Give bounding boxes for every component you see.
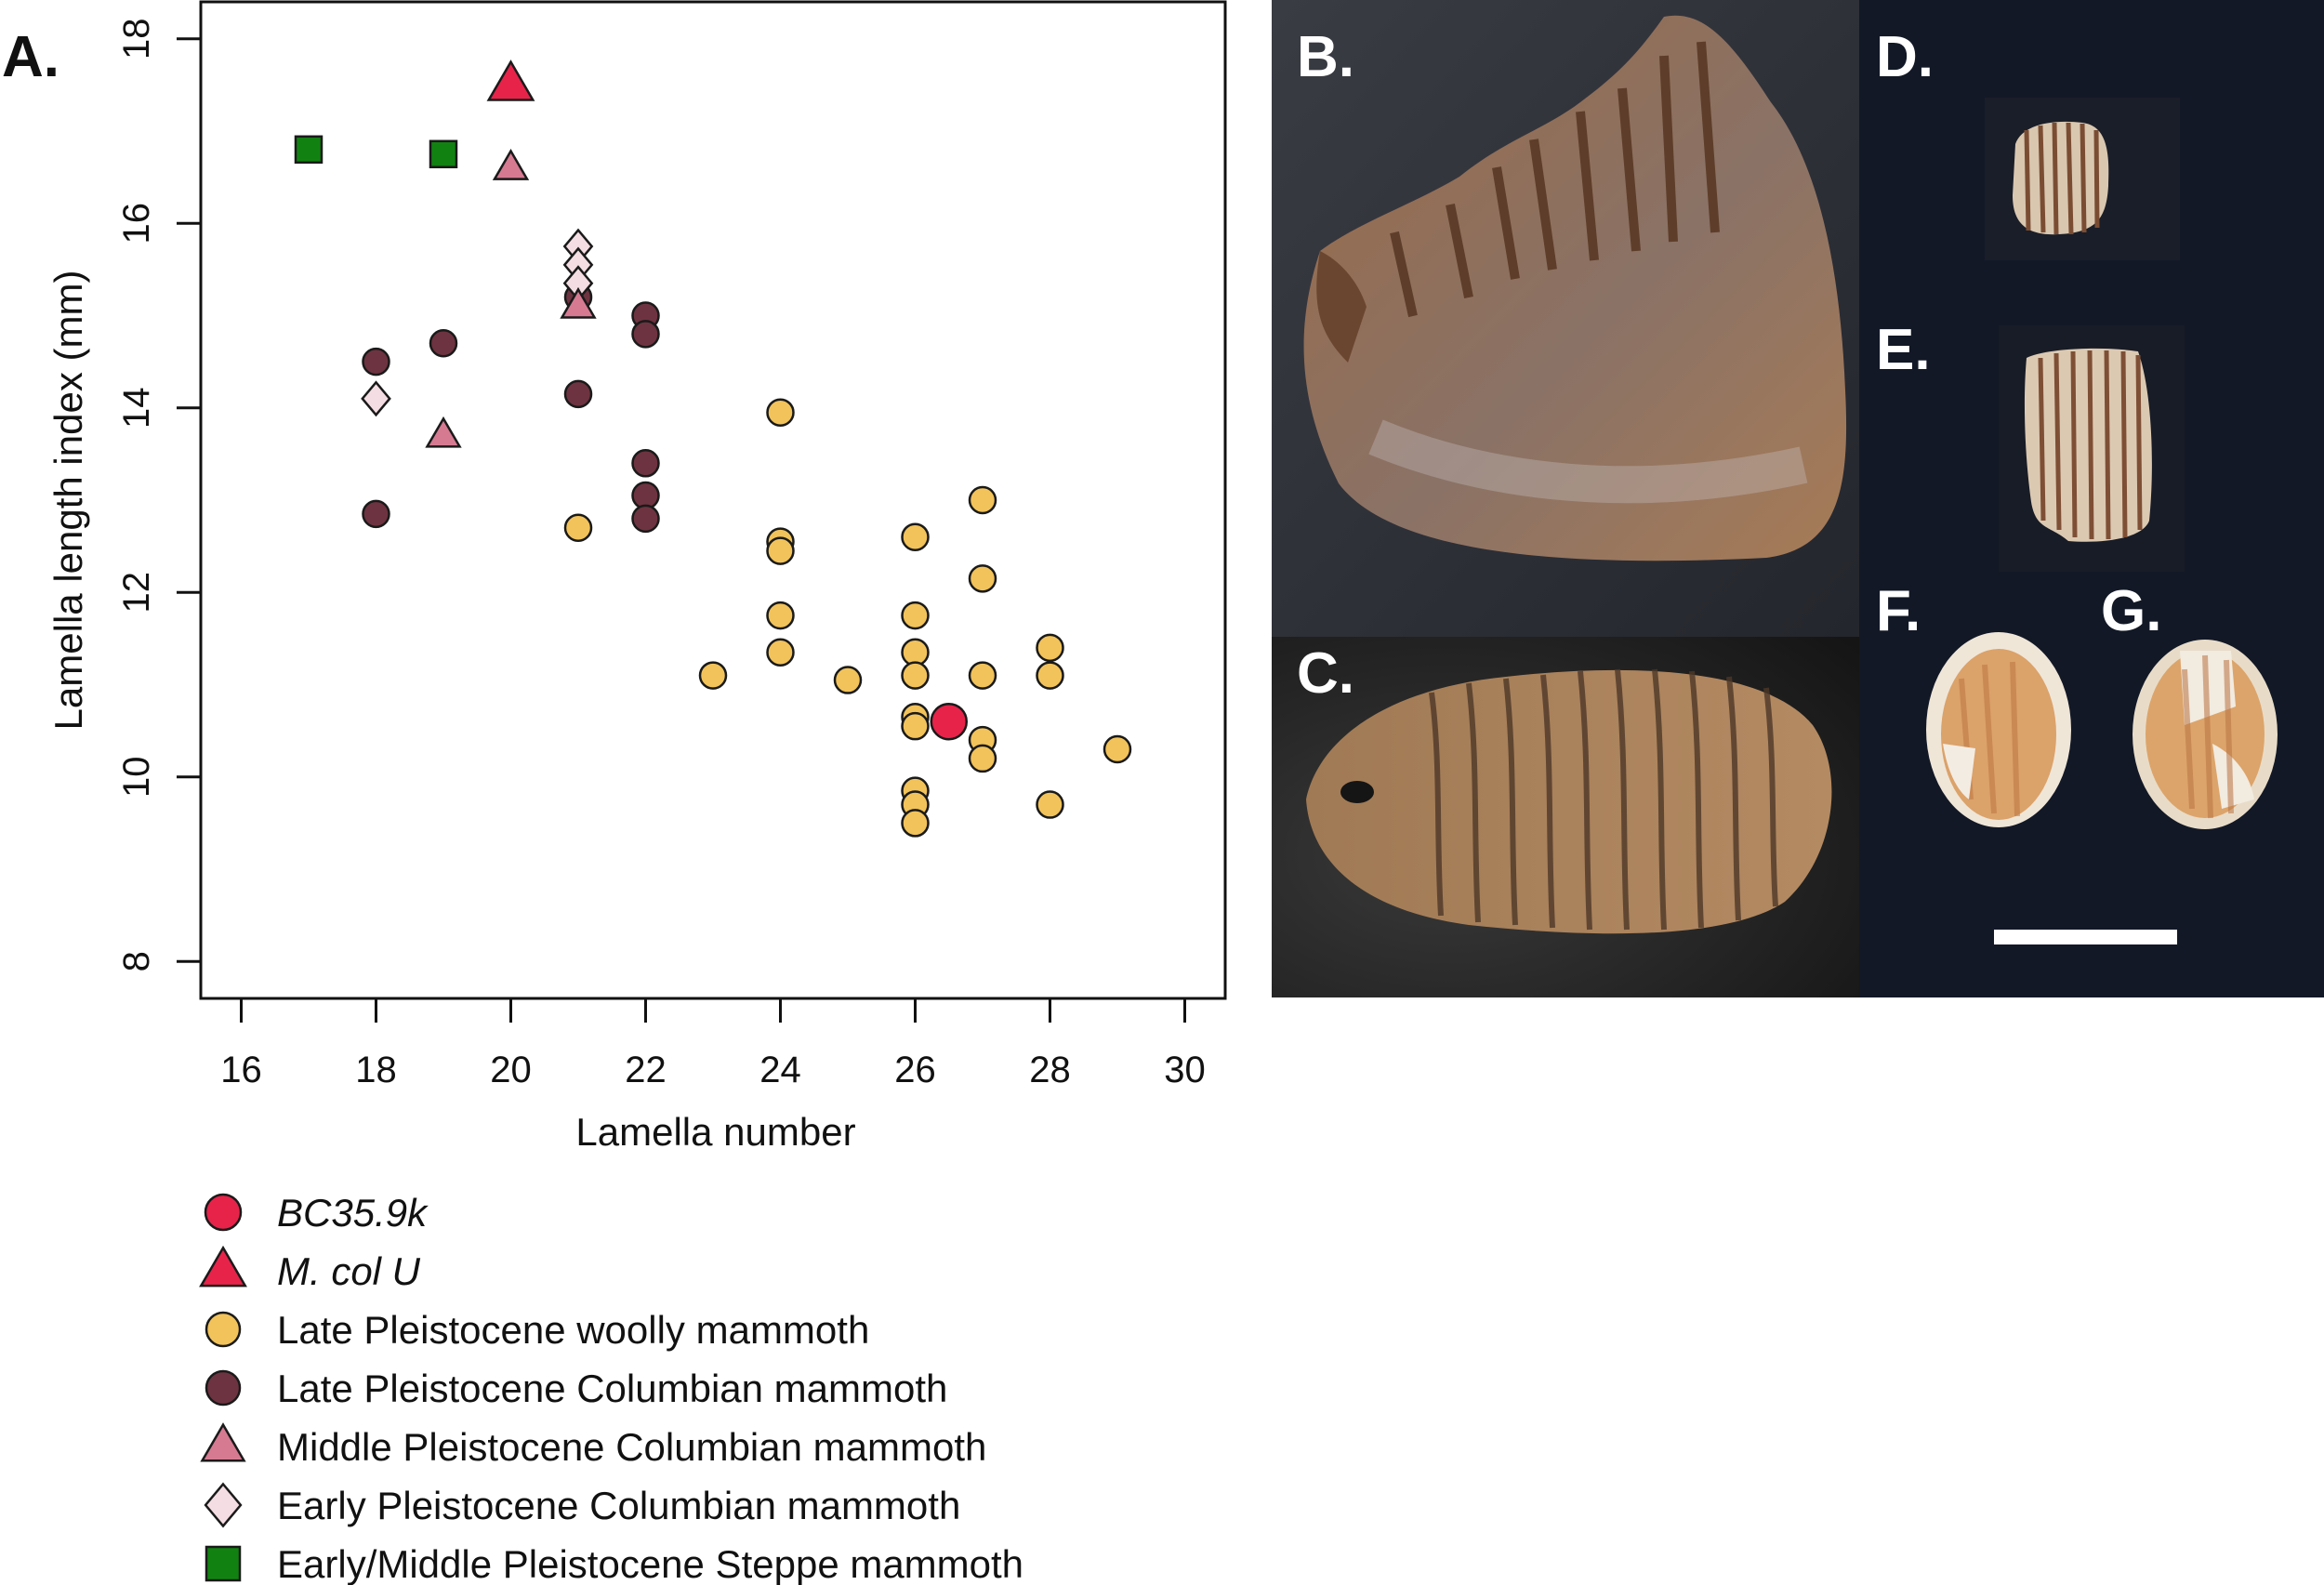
data-point bbox=[631, 320, 660, 349]
x-tick-label: 20 bbox=[490, 1050, 532, 1090]
y-tick-label: 14 bbox=[116, 387, 157, 429]
x-tick-label: 30 bbox=[1164, 1050, 1206, 1090]
y-tick-label: 8 bbox=[116, 951, 157, 971]
data-point bbox=[766, 398, 795, 427]
scatter-chart: 16 18 20 22 24 26 28 30 8 10 12 14 16 18 Lamella num… bbox=[2, 0, 1227, 1154]
data-point bbox=[1036, 661, 1064, 690]
data-point bbox=[361, 380, 391, 417]
legend-label: BC35.9k bbox=[277, 1191, 429, 1235]
data-point bbox=[766, 638, 795, 667]
data-point bbox=[631, 449, 660, 478]
data-point bbox=[560, 286, 597, 319]
legend-label: Early/Middle Pleistocene Steppe mammoth bbox=[277, 1542, 1023, 1585]
specimen-d bbox=[2013, 121, 2109, 235]
x-tick-label: 22 bbox=[625, 1050, 667, 1090]
data-point bbox=[766, 536, 795, 565]
photo-panel-c: C. bbox=[1272, 637, 1859, 997]
data-point bbox=[930, 702, 968, 741]
data-points bbox=[294, 59, 1132, 838]
legend-marker bbox=[204, 1482, 243, 1528]
data-point bbox=[901, 522, 930, 551]
legend-label: M. col U bbox=[277, 1249, 421, 1293]
data-point bbox=[631, 504, 660, 534]
data-point bbox=[968, 661, 997, 690]
data-point bbox=[425, 416, 462, 448]
x-tick-label: 26 bbox=[894, 1050, 936, 1090]
data-point bbox=[486, 59, 535, 101]
panel-label-d: D. bbox=[1876, 25, 1934, 89]
data-point bbox=[968, 744, 997, 773]
data-point bbox=[968, 485, 997, 515]
x-tick-label: 18 bbox=[355, 1050, 397, 1090]
data-point bbox=[766, 601, 795, 630]
data-point bbox=[362, 347, 390, 376]
specimen-e bbox=[2024, 348, 2152, 542]
data-point bbox=[968, 564, 997, 593]
data-point bbox=[563, 379, 593, 409]
legend-marker bbox=[205, 1545, 242, 1582]
specimen-g bbox=[2133, 640, 2278, 829]
legend-marker bbox=[199, 1245, 247, 1288]
data-point bbox=[429, 329, 458, 358]
data-point bbox=[563, 513, 593, 543]
data-point bbox=[362, 499, 390, 529]
x-tick-label: 16 bbox=[220, 1050, 262, 1090]
x-tick-label: 28 bbox=[1029, 1050, 1071, 1090]
data-point bbox=[833, 666, 863, 694]
data-point bbox=[294, 135, 324, 165]
specimen-f bbox=[1926, 632, 2071, 827]
data-point bbox=[1036, 633, 1064, 663]
x-axis-title: Lamella number bbox=[575, 1110, 855, 1154]
legend-marker bbox=[205, 1311, 242, 1348]
y-axis: 8 10 12 14 16 18 bbox=[116, 18, 201, 971]
legend: BC35.9k M. col U Late Pleistocene woolly m… bbox=[199, 1191, 1023, 1585]
panel-label-b: B. bbox=[1297, 25, 1354, 89]
legend-label: Middle Pleistocene Columbian mammoth bbox=[277, 1425, 986, 1469]
panel-label-f: F. bbox=[1876, 579, 1921, 643]
data-point bbox=[429, 139, 458, 169]
legend-marker bbox=[204, 1193, 243, 1232]
photo-panel-b: B. bbox=[1272, 0, 1859, 637]
panel-label-c: C. bbox=[1297, 641, 1354, 706]
panel-label-g: G. bbox=[2101, 579, 2161, 643]
data-point bbox=[492, 148, 530, 180]
plot-frame bbox=[199, 0, 1227, 1000]
legend-label: Late Pleistocene Columbian mammoth bbox=[277, 1367, 947, 1410]
y-tick-label: 10 bbox=[116, 757, 157, 799]
scale-bar bbox=[1994, 930, 2177, 944]
legend-marker bbox=[205, 1369, 242, 1407]
data-point bbox=[901, 601, 930, 630]
legend-marker bbox=[200, 1422, 246, 1462]
panel-label-e: E. bbox=[1876, 318, 1931, 382]
legend-label: Early Pleistocene Columbian mammoth bbox=[277, 1484, 960, 1527]
data-point bbox=[901, 661, 930, 690]
legend-label: Late Pleistocene woolly mammoth bbox=[277, 1308, 869, 1352]
x-tick-label: 24 bbox=[759, 1050, 801, 1090]
photo-panel-dg: D. E. F. G. bbox=[1859, 0, 2324, 997]
y-tick-label: 12 bbox=[116, 572, 157, 614]
data-point bbox=[901, 809, 930, 838]
y-tick-label: 16 bbox=[116, 203, 157, 244]
panel-label-a: A. bbox=[2, 25, 59, 89]
data-point bbox=[1103, 734, 1132, 764]
y-tick-label: 18 bbox=[116, 18, 157, 59]
x-axis: 16 18 20 22 24 26 28 30 bbox=[220, 998, 1206, 1090]
y-axis-title: Lamella length index (mm) bbox=[46, 271, 90, 731]
data-point bbox=[698, 661, 728, 690]
data-point bbox=[901, 711, 930, 741]
data-point bbox=[1036, 790, 1064, 819]
